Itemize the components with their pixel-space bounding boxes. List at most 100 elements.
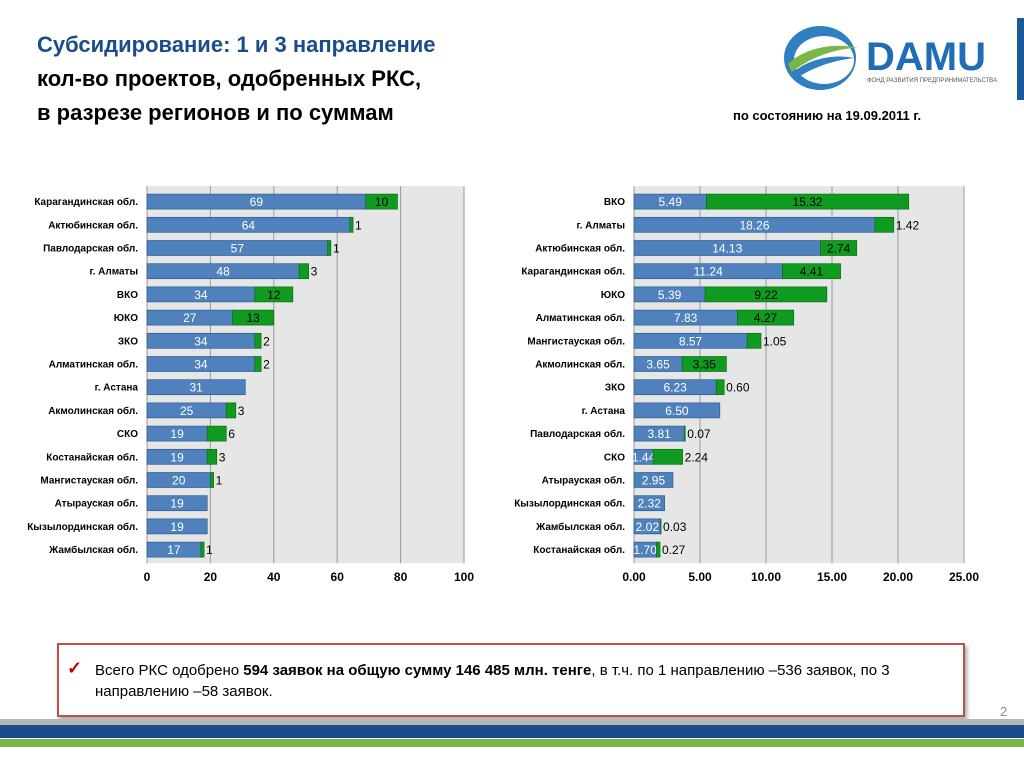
category-label: Карагандинская обл. <box>34 196 138 208</box>
data-label: 34 <box>194 358 208 372</box>
data-label: 17 <box>167 543 181 557</box>
data-label: 19 <box>170 450 184 464</box>
page-title: Субсидирование: 1 и 3 направление <box>37 32 436 57</box>
bar-segment-green <box>782 263 841 280</box>
bar-segment-green <box>200 541 205 558</box>
bar-segment-blue <box>146 518 208 535</box>
data-label: 4.41 <box>800 265 824 279</box>
data-label: 57 <box>231 242 245 256</box>
category-label: Павлодарская обл. <box>530 428 625 440</box>
category-label: Алматинская обл. <box>536 312 626 324</box>
bar-segment-green <box>254 286 294 303</box>
category-label: Жамбылская обл. <box>535 521 625 533</box>
bar-segment-green <box>327 240 332 256</box>
category-label: г. Астана <box>582 406 626 417</box>
data-label: 19 <box>170 520 184 534</box>
data-label: 7.83 <box>674 311 698 325</box>
x-tick-label: 15.00 <box>817 570 847 584</box>
chart-right: 0.00 5.00 10.00 15.00 20.00 25.00 ВКО 5.49 15.32… <box>514 186 979 584</box>
data-label: 0.03 <box>663 520 687 534</box>
x-tick-label: 100 <box>454 570 474 584</box>
bar-segment-green <box>706 193 910 210</box>
data-label: 1 <box>333 242 340 256</box>
data-label: 25 <box>180 404 194 418</box>
data-label: 14.13 <box>712 242 742 256</box>
data-label: 3 <box>311 265 318 279</box>
summary-text: Всего РКС одобрено 594 заявок на общую с… <box>95 660 945 702</box>
category-label: Актюбинская обл. <box>48 219 138 231</box>
bar-segment-blue <box>633 495 665 512</box>
bar-segment-green <box>254 332 262 349</box>
category-label: Костанайская обл. <box>46 451 138 463</box>
data-label: 6.50 <box>665 404 689 418</box>
data-label: 2 <box>263 358 270 372</box>
data-label: 2.02 <box>636 520 660 534</box>
bar-segment-green <box>746 332 762 349</box>
category-label: ЗКО <box>605 383 625 394</box>
data-label: 2.24 <box>685 450 709 464</box>
data-label: 19 <box>170 427 184 441</box>
category-label: г. Астана <box>95 383 139 394</box>
category-label: Мангистауская обл. <box>527 335 625 347</box>
bar-segment-green <box>683 425 686 442</box>
x-tick-label: 0 <box>144 570 151 584</box>
bar-segment-green <box>349 216 354 233</box>
data-label: 27 <box>183 311 197 325</box>
footer-green-band <box>0 739 1024 747</box>
data-label: 1.05 <box>763 334 787 348</box>
data-label: 1.70 <box>634 543 658 557</box>
data-label: 3 <box>219 450 226 464</box>
data-label: 8.57 <box>679 334 703 348</box>
bar-segment-green <box>210 472 214 488</box>
data-label: 0.27 <box>662 543 686 557</box>
data-label: 15.32 <box>793 195 823 209</box>
data-label: 34 <box>194 334 208 348</box>
bar-segment-blue <box>633 472 674 488</box>
bar-segment-green <box>298 263 310 280</box>
data-label: 6 <box>228 427 235 441</box>
x-tick-label: 10.00 <box>751 570 781 584</box>
data-label: 11.24 <box>694 265 723 279</box>
data-label: 4.27 <box>754 311 778 325</box>
x-tick-label: 5.00 <box>688 570 712 584</box>
category-label: Актюбинская обл. <box>535 243 625 255</box>
bar-segment-green <box>681 356 727 372</box>
category-label: Жамбылская обл. <box>48 544 138 556</box>
x-tick-label: 25.00 <box>949 570 979 584</box>
page-subtitle-1: кол-во проектов, одобренных РКС, <box>37 66 422 91</box>
category-label: Атырауская обл. <box>542 475 626 487</box>
bar-segment-green <box>656 541 661 558</box>
category-label: ВКО <box>604 197 625 208</box>
page-number: 2 <box>1000 704 1008 719</box>
data-label: 18.26 <box>740 218 770 232</box>
bar-segment-green <box>232 309 275 326</box>
data-label: 34 <box>194 288 208 302</box>
bar-segment-blue <box>633 402 721 419</box>
data-label: 2.95 <box>642 474 666 488</box>
footer-blue-band <box>0 725 1024 738</box>
category-label: Алматинская обл. <box>49 359 139 371</box>
bar-segment-green <box>715 379 725 396</box>
data-label: 3.65 <box>646 358 670 372</box>
data-label: 64 <box>242 218 256 232</box>
data-label: 2.32 <box>638 497 662 511</box>
category-label: СКО <box>604 452 625 463</box>
bar-segment-green <box>254 356 262 372</box>
category-label: Акмолинская обл. <box>48 405 138 417</box>
data-label: 1.42 <box>896 218 920 232</box>
category-label: ЮКО <box>114 313 138 324</box>
x-tick-label: 20 <box>204 570 218 584</box>
data-label: 0.07 <box>687 427 711 441</box>
category-label: Акмолинская обл. <box>535 359 625 371</box>
data-label: 1.44 <box>632 450 656 464</box>
bar-segment-green <box>365 193 398 210</box>
title-block: Субсидирование: 1 и 3 направление кол-во… <box>37 28 436 130</box>
logo-accent-bar <box>1017 18 1024 100</box>
data-label: 69 <box>250 195 264 209</box>
data-label: 2.74 <box>827 242 851 256</box>
summary-bold: 594 заявок на общую сумму 146 485 млн. т… <box>243 662 592 679</box>
bar-segment-green <box>652 448 683 465</box>
data-label: 9.22 <box>754 288 778 302</box>
category-label: Кызылординская обл. <box>27 521 138 533</box>
damu-logo: DAMU ФОНД РАЗВИТИЯ ПРЕДПРИНИМАТЕЛЬСТВА <box>784 26 997 90</box>
